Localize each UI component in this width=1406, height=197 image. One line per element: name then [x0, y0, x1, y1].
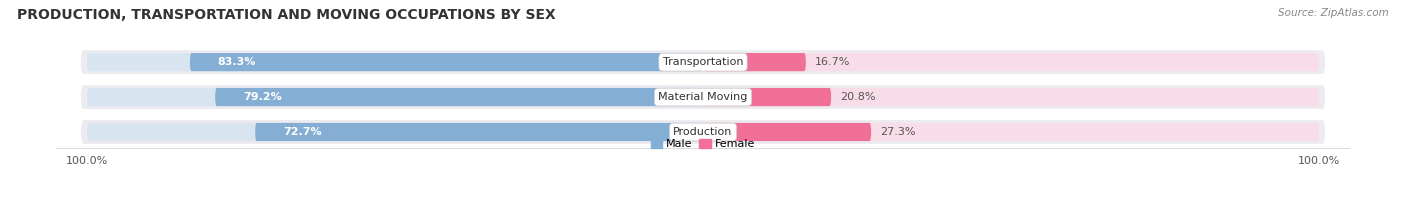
Text: PRODUCTION, TRANSPORTATION AND MOVING OCCUPATIONS BY SEX: PRODUCTION, TRANSPORTATION AND MOVING OC…	[17, 8, 555, 22]
FancyBboxPatch shape	[190, 53, 703, 71]
Text: Production: Production	[673, 127, 733, 137]
FancyBboxPatch shape	[87, 123, 703, 141]
FancyBboxPatch shape	[215, 88, 703, 106]
FancyBboxPatch shape	[703, 88, 831, 106]
FancyBboxPatch shape	[82, 120, 1324, 144]
Text: 72.7%: 72.7%	[283, 127, 322, 137]
FancyBboxPatch shape	[703, 123, 872, 141]
FancyBboxPatch shape	[82, 50, 1324, 74]
Text: Material Moving: Material Moving	[658, 92, 748, 102]
Text: Source: ZipAtlas.com: Source: ZipAtlas.com	[1278, 8, 1389, 18]
Text: 27.3%: 27.3%	[880, 127, 915, 137]
Text: Transportation: Transportation	[662, 57, 744, 67]
FancyBboxPatch shape	[703, 123, 1319, 141]
Text: 16.7%: 16.7%	[815, 57, 851, 67]
FancyBboxPatch shape	[703, 88, 1319, 106]
Text: 83.3%: 83.3%	[218, 57, 256, 67]
FancyBboxPatch shape	[87, 88, 703, 106]
FancyBboxPatch shape	[82, 85, 1324, 109]
Text: 20.8%: 20.8%	[841, 92, 876, 102]
Text: 79.2%: 79.2%	[243, 92, 281, 102]
FancyBboxPatch shape	[87, 53, 703, 71]
FancyBboxPatch shape	[703, 53, 1319, 71]
FancyBboxPatch shape	[256, 123, 703, 141]
Legend: Male, Female: Male, Female	[647, 135, 759, 154]
FancyBboxPatch shape	[703, 53, 806, 71]
